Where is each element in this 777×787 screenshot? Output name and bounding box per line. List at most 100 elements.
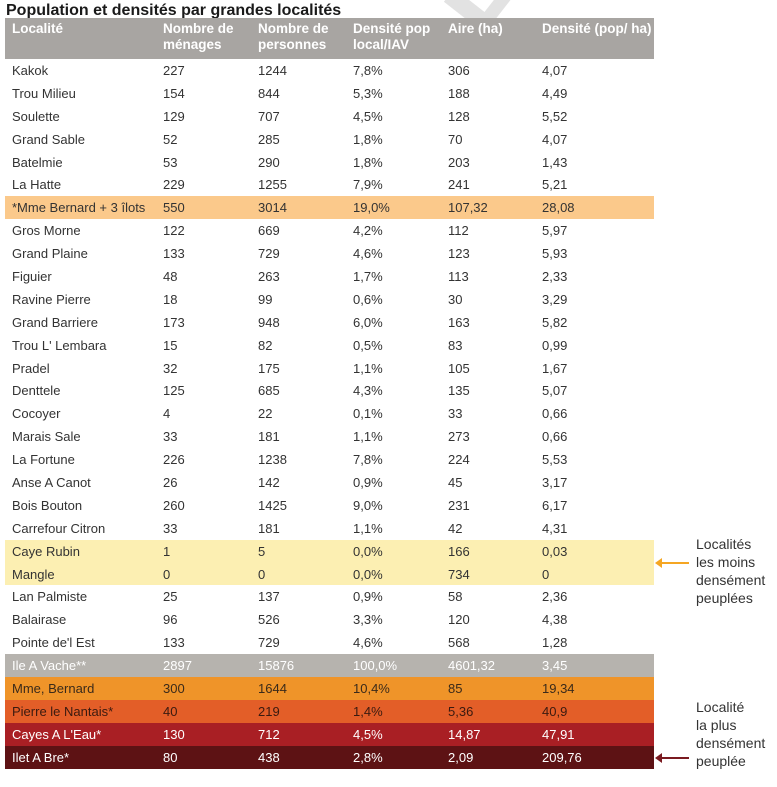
cell-localite: Gros Morne [12, 223, 81, 239]
cell-densite-ha: 0,66 [542, 429, 568, 445]
cell-personnes: 181 [258, 429, 280, 445]
cell-localite: Cayes A L'Eau* [12, 726, 102, 742]
cell-localite: Carrefour Citron [12, 520, 106, 536]
cell-aire: 128 [448, 108, 470, 124]
cell-densite-pop: 0,9% [353, 589, 383, 605]
table-row: Lan Palmiste 25 137 0,9% 58 2,36 [5, 585, 654, 609]
annotation-line: les moins [696, 554, 756, 570]
cell-densite-pop: 100,0% [353, 658, 398, 674]
cell-aire: 112 [448, 223, 469, 239]
cell-personnes: 3014 [258, 200, 287, 216]
cell-densite-pop: 0,9% [353, 474, 383, 490]
table-row: Bois Bouton 260 1425 9,0% 231 6,17 [5, 493, 654, 517]
cell-densite-pop: 7,8% [353, 452, 383, 468]
table-row: Ile A Vache** 2897 15876 100,0% 4601,32 3,45 [5, 654, 654, 678]
header-localite: Localité [12, 21, 64, 36]
cell-menages: 133 [163, 246, 185, 262]
cell-aire: 273 [448, 429, 470, 445]
cell-densite-ha: 47,91 [542, 726, 575, 742]
arrow-left-icon [655, 558, 689, 568]
cell-localite: Grand Sable [12, 131, 85, 147]
cell-densite-pop: 4,3% [353, 383, 383, 399]
cell-densite-ha: 2,33 [542, 268, 568, 284]
cell-menages: 260 [163, 497, 185, 513]
cell-aire: 58 [448, 589, 463, 605]
cell-densite-pop: 5,3% [353, 85, 383, 101]
cell-menages: 300 [163, 680, 185, 696]
cell-aire: 203 [448, 154, 470, 170]
cell-localite: Denttele [12, 383, 61, 399]
annotation-line: peuplée [696, 753, 746, 769]
cell-densite-pop: 1,1% [353, 360, 383, 376]
table-row: La Hatte 229 1255 7,9% 241 5,21 [5, 173, 654, 197]
table-header: Localité Nombre de ménages Nombre de per… [5, 18, 654, 59]
cell-menages: 154 [163, 85, 185, 101]
cell-densite-pop: 0,6% [353, 291, 383, 307]
cell-aire: 85 [448, 680, 463, 696]
cell-densite-ha: 4,31 [542, 520, 568, 536]
cell-menages: 52 [163, 131, 178, 147]
cell-densite-pop: 0,1% [353, 406, 383, 422]
table-row: Carrefour Citron 33 181 1,1% 42 4,31 [5, 516, 654, 540]
cell-aire: 734 [448, 566, 470, 582]
table-row: Ravine Pierre 18 99 0,6% 30 3,29 [5, 287, 654, 311]
cell-localite: Anse A Canot [12, 474, 91, 490]
cell-densite-pop: 7,8% [353, 62, 383, 78]
cell-densite-ha: 3,29 [542, 291, 568, 307]
cell-densite-ha: 1,28 [542, 635, 568, 651]
cell-personnes: 526 [258, 612, 280, 628]
cell-densite-pop: 3,3% [353, 612, 383, 628]
cell-menages: 26 [163, 474, 178, 490]
cell-menages: 1 [163, 543, 171, 559]
cell-aire: 568 [448, 635, 470, 651]
cell-localite: La Hatte [12, 177, 62, 193]
table-row: Kakok 227 1244 7,8% 306 4,07 [5, 59, 654, 82]
cell-aire: 14,87 [448, 726, 481, 742]
cell-menages: 48 [163, 268, 178, 284]
cell-localite: Ilet A Bre* [12, 749, 70, 765]
annotation-line: densément [696, 572, 766, 588]
table-row: Grand Sable 52 285 1,8% 70 4,07 [5, 127, 654, 151]
table-row: Balairase 96 526 3,3% 120 4,38 [5, 608, 654, 632]
cell-densite-ha: 5,52 [542, 108, 568, 124]
cell-localite: Marais Sale [12, 429, 81, 445]
table-row: Ilet A Bre* 80 438 2,8% 2,09 209,76 [5, 745, 654, 769]
table-row: Cayes A L'Eau* 130 712 4,5% 14,87 47,91 [5, 722, 654, 746]
table-row: Mme, Bernard 300 1644 10,4% 85 19,34 [5, 677, 654, 700]
cell-densite-ha: 0,66 [542, 406, 568, 422]
cell-personnes: 948 [258, 314, 280, 330]
cell-localite: Lan Palmiste [12, 589, 88, 605]
cell-menages: 129 [163, 108, 185, 124]
cell-densite-pop: 1,1% [353, 429, 383, 445]
cell-aire: 5,36 [448, 703, 474, 719]
cell-aire: 33 [448, 406, 463, 422]
table-row: Batelmie 53 290 1,8% 203 1,43 [5, 150, 654, 174]
cell-personnes: 175 [258, 360, 280, 376]
cell-densite-pop: 1,8% [353, 131, 383, 147]
cell-densite-ha: 6,17 [542, 497, 568, 513]
cell-menages: 32 [163, 360, 178, 376]
cell-densite-ha: 5,82 [542, 314, 568, 330]
table-row: Grand Plaine 133 729 4,6% 123 5,93 [5, 242, 654, 266]
cell-localite: Ile A Vache** [12, 658, 87, 674]
header-personnes: Nombre de personnes [258, 21, 329, 52]
cell-localite: Grand Plaine [12, 246, 88, 262]
cell-densite-ha: 3,45 [542, 658, 568, 674]
cell-personnes: 142 [258, 474, 280, 490]
table-row: Denttele 125 685 4,3% 135 5,07 [5, 379, 654, 403]
cell-personnes: 219 [258, 703, 280, 719]
cell-densite-pop: 0,0% [353, 566, 383, 582]
cell-densite-pop: 1,7% [353, 268, 383, 284]
cell-localite: Mangle [12, 566, 55, 582]
cell-densite-pop: 1,4% [353, 703, 383, 719]
table-row: Pradel 32 175 1,1% 105 1,67 [5, 356, 654, 380]
table-row: La Fortune 226 1238 7,8% 224 5,53 [5, 448, 654, 472]
cell-personnes: 707 [258, 108, 280, 124]
cell-localite: Grand Barriere [12, 314, 98, 330]
cell-localite: La Fortune [12, 452, 75, 468]
cell-localite: Soulette [12, 108, 60, 124]
cell-localite: Ravine Pierre [12, 291, 91, 307]
cell-densite-pop: 1,8% [353, 154, 383, 170]
cell-menages: 130 [163, 726, 185, 742]
cell-densite-pop: 4,2% [353, 223, 383, 239]
